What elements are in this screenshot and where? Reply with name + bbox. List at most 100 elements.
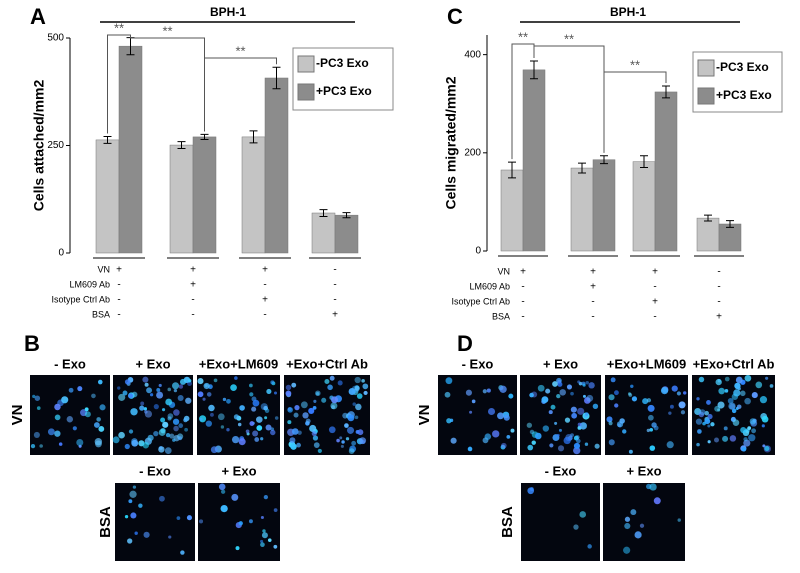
nucleus [649, 427, 654, 432]
nucleus [324, 378, 330, 385]
nucleus [98, 426, 105, 432]
nucleus [592, 403, 599, 409]
error-bar [600, 155, 608, 165]
nucleus [266, 388, 272, 395]
nucleus [262, 529, 266, 533]
error-bar [249, 130, 258, 144]
nucleus [724, 376, 730, 382]
nucleus [503, 414, 510, 421]
nucleus [263, 495, 269, 500]
condition-label: VN [497, 266, 510, 276]
nucleus [649, 483, 657, 491]
nucleus [300, 401, 308, 409]
nucleus [735, 376, 743, 384]
nucleus [761, 415, 769, 423]
nucleus [252, 399, 260, 407]
bar [311, 212, 336, 254]
error-bar [726, 220, 734, 228]
nucleus [506, 434, 511, 439]
nucleus [577, 407, 585, 415]
nucleus [290, 443, 297, 450]
nucleus [122, 390, 128, 396]
nucleus [173, 389, 178, 393]
nucleus [260, 539, 264, 543]
column-label: + Exo [543, 356, 578, 371]
nucleus [727, 398, 734, 404]
nucleus [508, 393, 514, 399]
nucleus [642, 398, 649, 405]
condition-mark: - [521, 297, 524, 308]
nucleus [345, 437, 350, 441]
bar [334, 214, 359, 254]
nucleus [469, 410, 473, 414]
bar [118, 45, 143, 254]
nucleus [347, 414, 355, 422]
nucleus [267, 538, 272, 542]
nucleus [714, 405, 721, 412]
nucleus [158, 429, 166, 436]
nucleus [634, 531, 642, 539]
condition-mark: - [263, 310, 266, 321]
nucleus [202, 397, 206, 401]
nucleus [341, 440, 345, 444]
nucleus [309, 424, 317, 433]
nucleus [614, 390, 619, 396]
significance-label: ** [630, 57, 640, 72]
nucleus [482, 389, 487, 394]
column-label: - Exo [462, 356, 494, 371]
nucleus [173, 425, 179, 432]
nucleus [47, 428, 55, 436]
nucleus [180, 550, 185, 555]
nucleus [707, 413, 713, 420]
nucleus [630, 384, 634, 388]
nucleus [164, 447, 172, 454]
nucleus [677, 518, 681, 522]
nucleus [156, 391, 164, 399]
nucleus [254, 437, 260, 442]
condition-mark: - [333, 265, 336, 276]
micrograph [521, 483, 600, 561]
nucleus [550, 404, 556, 410]
nucleus [554, 421, 558, 425]
y-axis-label: Cells attached/mm2 [31, 80, 47, 212]
nucleus [570, 406, 577, 413]
nucleus [313, 399, 317, 403]
nucleus [54, 414, 61, 421]
nucleus [608, 394, 615, 401]
nucleus [260, 542, 265, 548]
nucleus [208, 404, 215, 412]
nucleus [165, 432, 171, 438]
nucleus [220, 489, 226, 494]
nucleus [264, 416, 268, 420]
nucleus [537, 384, 545, 392]
nucleus [585, 380, 589, 385]
condition-mark: + [332, 310, 338, 321]
nucleus [497, 412, 504, 420]
nucleus [169, 433, 175, 439]
nucleus [329, 375, 335, 381]
nucleus [161, 408, 166, 412]
nucleus [293, 412, 299, 418]
nucleus [270, 380, 275, 385]
nucleus [261, 532, 268, 539]
nucleus [714, 437, 720, 443]
error-bar [200, 133, 209, 140]
nucleus [340, 444, 344, 448]
nucleus [312, 406, 317, 410]
error-bar [508, 161, 516, 179]
nucleus [510, 428, 515, 433]
nucleus [124, 443, 130, 450]
nucleus [140, 401, 145, 406]
significance-label: ** [564, 31, 574, 46]
condition-mark: - [191, 295, 194, 306]
nucleus [36, 406, 41, 410]
nucleus [291, 428, 299, 435]
bar [95, 139, 120, 254]
nucleus [651, 422, 657, 428]
condition-label: LM609 Ab [469, 281, 510, 291]
nucleus [718, 387, 725, 395]
nucleus [167, 387, 172, 392]
nucleus [287, 407, 293, 413]
nucleus [354, 415, 359, 420]
nucleus [744, 397, 751, 405]
